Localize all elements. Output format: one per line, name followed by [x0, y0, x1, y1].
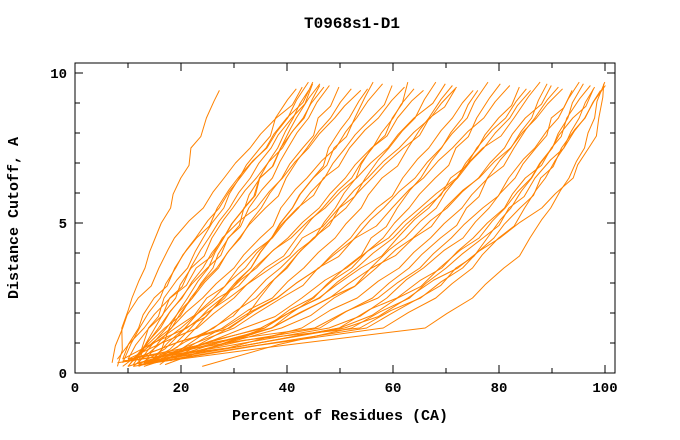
model-curve	[133, 86, 596, 367]
model-curve	[143, 88, 563, 367]
model-curve	[138, 81, 541, 364]
model-curve	[127, 86, 340, 367]
x-tick-label: 80	[491, 381, 508, 397]
model-curve	[122, 81, 309, 364]
tick-labels: 0 20 40 60 80 100 0 5 10	[50, 67, 617, 397]
model-curve	[122, 86, 457, 360]
model-curve	[117, 90, 362, 360]
x-tick-label: 60	[385, 381, 402, 397]
model-curve	[138, 81, 606, 366]
y-tick-label: 5	[59, 217, 67, 233]
axes-box	[74, 62, 616, 374]
model-curve	[138, 83, 584, 366]
model-curve	[149, 83, 501, 364]
x-tick-label: 100	[592, 381, 617, 397]
model-curve	[202, 85, 606, 367]
model-curve	[127, 90, 602, 360]
model-curve	[138, 86, 325, 362]
model-curve	[164, 90, 479, 366]
y-axis-label: Distance Cutoff, A	[6, 137, 23, 299]
y-tick-label: 10	[50, 67, 67, 83]
model-curve	[170, 81, 409, 362]
x-tick-label: 40	[279, 381, 296, 397]
model-curve	[122, 85, 393, 367]
model-curve	[148, 83, 321, 365]
y-tick-label: 0	[59, 367, 67, 383]
model-curve	[143, 88, 594, 364]
model-curve	[143, 86, 520, 366]
model-curve	[122, 83, 605, 362]
model-curve	[127, 90, 531, 367]
model-curves	[111, 81, 606, 367]
model-curve	[143, 90, 310, 364]
model-curve	[159, 88, 456, 366]
model-curve	[132, 83, 383, 362]
model-curve	[127, 90, 474, 362]
model-curve	[116, 90, 220, 367]
model-curve	[117, 90, 573, 364]
model-curve	[122, 81, 314, 360]
model-curve	[132, 83, 446, 367]
model-curve	[127, 81, 580, 360]
model-curve	[111, 86, 303, 363]
model-curve	[127, 88, 415, 360]
model-curve	[154, 88, 369, 360]
model-curve	[122, 85, 591, 362]
model-curve	[143, 85, 453, 364]
model-curve	[138, 81, 489, 367]
x-tick-label: 20	[173, 381, 190, 397]
plot-box	[74, 62, 616, 374]
x-tick-label: 0	[71, 381, 79, 397]
chart-title: T0968s1-D1	[304, 15, 400, 33]
x-axis-label: Percent of Residues (CA)	[232, 408, 448, 425]
model-curve	[138, 88, 352, 364]
model-curve	[132, 85, 330, 362]
model-curve	[148, 86, 405, 364]
model-curve	[127, 88, 297, 367]
model-curve	[154, 81, 437, 362]
